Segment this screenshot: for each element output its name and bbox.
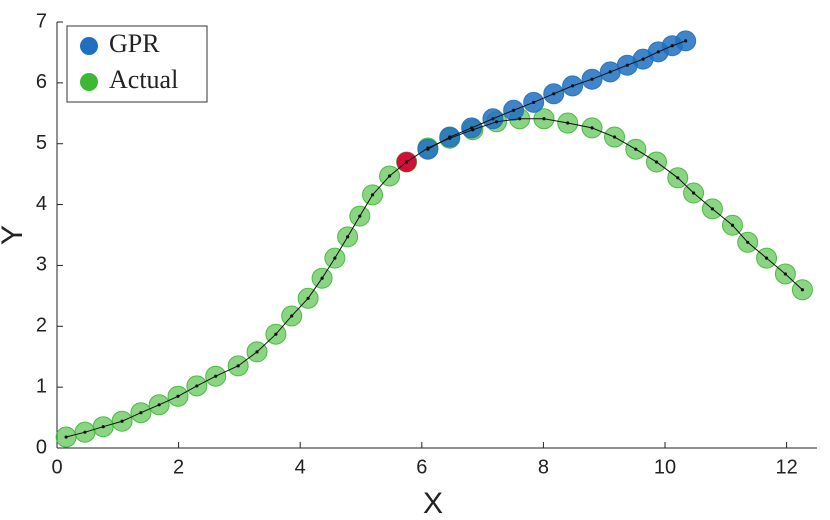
y-tick-label: 1 [36, 375, 47, 397]
vertex-dot [625, 63, 629, 67]
vertex-dot [656, 50, 660, 54]
vertex-dot [358, 214, 362, 218]
legend-marker [80, 73, 98, 91]
vertex-dot [333, 256, 337, 260]
vertex-dot [405, 160, 409, 164]
vertex-dot [120, 419, 124, 423]
vertex-dot [783, 272, 787, 276]
vertex-dot [195, 384, 199, 388]
vertex-dot [370, 193, 375, 197]
x-axis-label: X [423, 487, 443, 520]
y-axis-label: Y [0, 225, 29, 245]
vertex-dot [710, 207, 715, 211]
vertex-dot [387, 174, 392, 178]
vertex-dot [320, 276, 324, 280]
y-tick-label: 5 [36, 132, 47, 154]
vertex-dot [491, 117, 495, 121]
vertex-dot [641, 57, 645, 61]
vertex-dot [542, 117, 546, 121]
vertex-dot [634, 147, 638, 151]
y-tick-label: 7 [36, 10, 47, 32]
vertex-dot [306, 296, 310, 300]
vertex-dot [730, 223, 735, 227]
vertex-dot [214, 374, 218, 378]
legend-marker [80, 37, 98, 55]
y-tick-label: 4 [36, 193, 47, 215]
y-tick-label: 0 [36, 436, 47, 458]
vertex-dot [691, 191, 696, 195]
x-tick-label: 8 [538, 456, 549, 478]
series-line [65, 118, 803, 438]
x-tick-label: 2 [173, 456, 184, 478]
vertex-dot [494, 120, 499, 124]
vertex-dot [290, 314, 294, 318]
vertex-dot [590, 126, 594, 130]
vertex-dot [512, 108, 516, 112]
x-tick-label: 10 [654, 456, 676, 478]
vertex-dot [612, 135, 617, 139]
vertex-dot [236, 364, 240, 368]
vertex-dot [176, 394, 180, 398]
vertex-dot [800, 288, 805, 292]
vertex-dot [346, 235, 350, 239]
vertex-dot [746, 240, 750, 244]
vertex-dot [157, 403, 161, 407]
y-tick-label: 2 [36, 315, 47, 337]
vertex-dot [566, 121, 570, 125]
vertex-dot [448, 135, 452, 139]
vertex-dot [426, 147, 430, 151]
vertex-dot [255, 350, 259, 354]
vertex-dot [518, 117, 522, 121]
y-tick-label: 6 [36, 71, 47, 93]
vertex-dot [532, 100, 536, 104]
vertex-dot [274, 332, 278, 336]
vertex-dot [570, 84, 575, 88]
vertex-dot [64, 435, 68, 439]
vertex-dot [670, 44, 674, 48]
x-tick-label: 0 [51, 456, 62, 478]
vertex-dot [139, 411, 143, 415]
vertex-dot [83, 430, 87, 434]
vertex-dot [764, 256, 769, 260]
vertex-dot [552, 92, 556, 96]
y-tick-label: 3 [36, 254, 47, 276]
vertex-dot [590, 77, 594, 81]
legend-label: GPR [109, 29, 160, 58]
x-tick-label: 4 [295, 456, 306, 478]
vertex-dot [684, 39, 688, 43]
vertex-dot [676, 176, 680, 180]
vertex-dot [101, 425, 105, 429]
legend-label: Actual [109, 65, 178, 94]
vertex-dot [654, 160, 659, 164]
vertex-dot [470, 126, 474, 130]
x-tick-label: 12 [775, 456, 797, 478]
vertex-dot [608, 70, 612, 74]
x-tick-label: 6 [416, 456, 427, 478]
